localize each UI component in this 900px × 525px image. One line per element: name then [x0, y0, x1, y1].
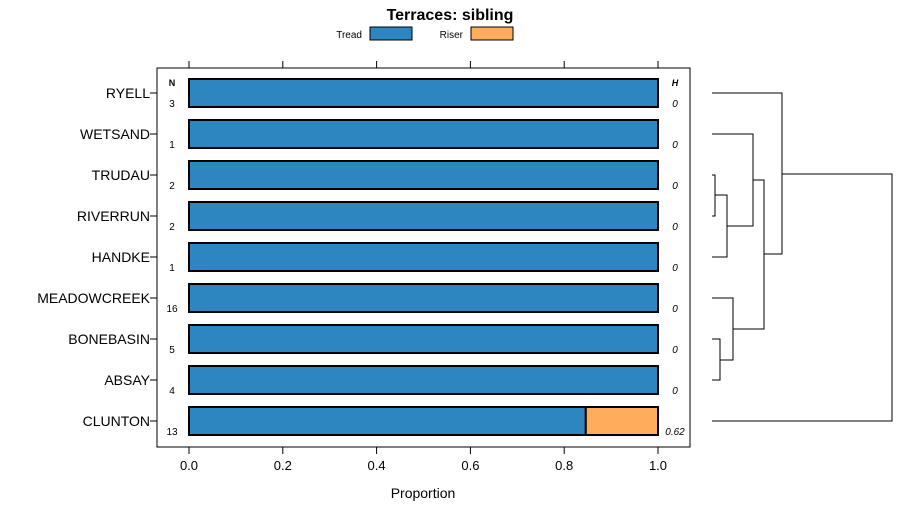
bar-tread [188, 201, 659, 231]
n-value: 2 [169, 181, 175, 192]
x-tick-label: 1.0 [649, 458, 667, 473]
chart-title: Terraces: sibling [387, 7, 514, 24]
x-tick-label: 0.4 [368, 458, 386, 473]
category-label: CLUNTON [83, 413, 150, 429]
h-value: 0.62 [665, 427, 685, 438]
bar-tread [188, 324, 659, 354]
category-label: MEADOWCREEK [37, 290, 150, 306]
h-value: 0 [672, 386, 678, 397]
category-label: HANDKE [92, 249, 150, 265]
n-value: 3 [169, 99, 175, 110]
category-label: WETSAND [80, 126, 150, 142]
n-value: 1 [169, 263, 175, 274]
x-tick-label: 0.8 [555, 458, 573, 473]
n-value: 13 [166, 427, 178, 438]
category-label: BONEBASIN [68, 331, 150, 347]
bar-tread [188, 406, 587, 436]
bar-tread [188, 283, 659, 313]
x-axis-label: Proportion [391, 485, 456, 501]
n-value: 2 [169, 222, 175, 233]
bar-tread [188, 365, 659, 395]
category-label: ABSAY [104, 372, 150, 388]
n-value: 16 [166, 304, 178, 315]
h-value: 0 [672, 222, 678, 233]
x-tick-label: 0.2 [274, 458, 292, 473]
legend-label-tread: Tread [336, 30, 362, 41]
h-value: 0 [672, 99, 678, 110]
category-label: RYELL [106, 85, 150, 101]
legend: Tread Riser [336, 26, 514, 41]
category-label: TRUDAU [92, 167, 150, 183]
n-value: 1 [169, 140, 175, 151]
h-header: H [672, 78, 679, 88]
n-value: 4 [169, 386, 175, 397]
n-value: 5 [169, 345, 175, 356]
legend-swatch-riser [470, 26, 514, 41]
bar-tread [188, 78, 659, 108]
x-tick-label: 0.0 [180, 458, 198, 473]
dendrogram [712, 92, 893, 422]
h-value: 0 [672, 304, 678, 315]
h-value: 0 [672, 345, 678, 356]
bar-riser [584, 406, 659, 436]
h-value: 0 [672, 263, 678, 274]
bar-tread [188, 160, 659, 190]
n-header: N [169, 78, 176, 88]
h-value: 0 [672, 140, 678, 151]
legend-swatch-tread [369, 26, 413, 41]
legend-label-riser: Riser [440, 30, 464, 41]
h-value: 0 [672, 181, 678, 192]
x-tick-label: 0.6 [461, 458, 479, 473]
bar-tread [188, 242, 659, 272]
bar-tread [188, 119, 659, 149]
category-label: RIVERRUN [77, 208, 150, 224]
